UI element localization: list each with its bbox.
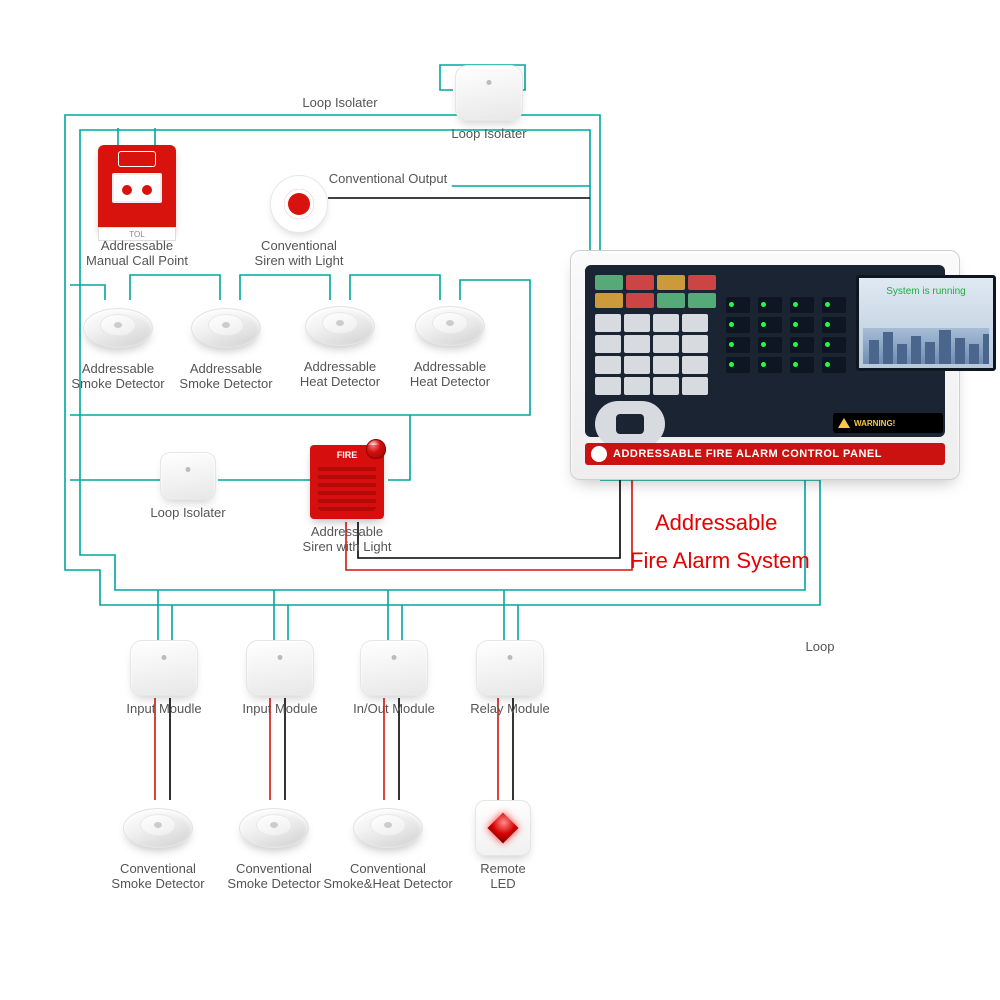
- wire: [358, 480, 620, 558]
- disc-icon: [234, 800, 314, 856]
- module-icon: [360, 640, 428, 696]
- module-icon: [246, 640, 314, 696]
- node-label: AddressableHeat Detector: [300, 360, 380, 390]
- node-label: Input Moudle: [126, 702, 201, 717]
- panel-strip: ADDRESSABLE FIRE ALARM CONTROL PANEL: [585, 443, 945, 465]
- node-siren_a: FIRE: [310, 445, 384, 519]
- module-icon: [160, 452, 216, 500]
- node-label: Relay Module: [470, 702, 550, 717]
- node-label: Loop Isolater: [150, 506, 225, 521]
- callpoint-icon: TOL: [98, 145, 176, 233]
- node-csh: [348, 800, 428, 856]
- node-sd2: [186, 300, 266, 356]
- disc-icon: [410, 298, 490, 354]
- diagram-stage: Loop Isolater Conventional Output Loop Loop…: [0, 0, 1000, 1000]
- diagram-title-2: Fire Alarm System: [630, 548, 810, 574]
- node-label: ConventionalSmoke Detector: [227, 862, 320, 892]
- node-label: ConventionalSmoke Detector: [111, 862, 204, 892]
- node-mod1: [130, 640, 198, 696]
- sirenc-icon: [270, 175, 328, 233]
- node-mod4: [476, 640, 544, 696]
- disc-icon: [300, 298, 380, 354]
- node-label: ConventionalSiren with Light: [255, 239, 344, 269]
- disc-icon: [78, 300, 158, 356]
- node-label: AddressableHeat Detector: [410, 360, 490, 390]
- node-hd2: [410, 298, 490, 354]
- module-icon: [476, 640, 544, 696]
- dpad-icon: [595, 401, 665, 447]
- wire: [70, 285, 105, 300]
- node-label: Input Module: [242, 702, 317, 717]
- control-panel: System is runningWARNING!ADDRESSABLE FIR…: [570, 250, 960, 480]
- node-siren_c: [270, 175, 328, 233]
- wire: [388, 415, 410, 480]
- wire-label: Loop Isolater: [298, 96, 381, 111]
- node-label: Loop Isolater: [451, 127, 526, 142]
- node-label: ConventionalSmoke&Heat Detector: [323, 862, 452, 892]
- sirena-icon: FIRE: [310, 445, 384, 519]
- wire-label: Conventional Output: [325, 172, 452, 187]
- disc-icon: [348, 800, 428, 856]
- node-label: AddressableSmoke Detector: [71, 362, 164, 392]
- warning-badge: WARNING!: [833, 413, 943, 433]
- node-csd1: [118, 800, 198, 856]
- node-label: In/Out Module: [353, 702, 435, 717]
- module-icon: [130, 640, 198, 696]
- wire: [130, 275, 220, 300]
- node-mod3: [360, 640, 428, 696]
- wire-label: Loop: [802, 640, 839, 655]
- node-sd1: [78, 300, 158, 356]
- module-icon: [455, 65, 523, 121]
- node-hd1: [300, 298, 380, 354]
- node-label: AddressableManual Call Point: [86, 239, 188, 269]
- rled-icon: [475, 800, 531, 856]
- node-iso_mid: [160, 452, 216, 500]
- wire: [350, 275, 440, 300]
- node-csd2: [234, 800, 314, 856]
- node-rled: [475, 800, 531, 856]
- disc-icon: [118, 800, 198, 856]
- wire: [240, 275, 330, 300]
- node-callpoint: TOL: [98, 145, 176, 233]
- diagram-title-1: Addressable: [655, 510, 777, 536]
- panel-screen: System is running: [856, 275, 996, 371]
- node-label: AddressableSiren with Light: [303, 525, 392, 555]
- node-label: AddressableSmoke Detector: [179, 362, 272, 392]
- disc-icon: [186, 300, 266, 356]
- node-label: RemoteLED: [480, 862, 526, 892]
- node-mod2: [246, 640, 314, 696]
- node-iso_top: [455, 65, 523, 121]
